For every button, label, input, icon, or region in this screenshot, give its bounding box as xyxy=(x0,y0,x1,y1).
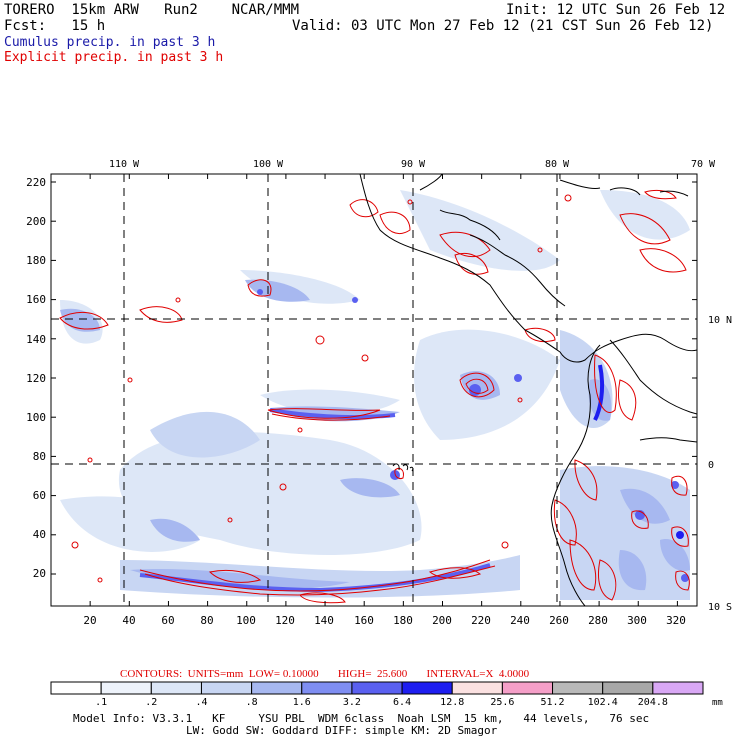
legend-label: .1 xyxy=(95,697,107,708)
map-frame xyxy=(50,173,698,607)
legend-swatch xyxy=(652,681,704,695)
legend-swatch xyxy=(251,681,303,695)
init-time: Init: 12 UTC Sun 26 Feb 12 xyxy=(506,2,726,18)
x-tick-label: 320 xyxy=(666,614,686,627)
forecast-hour: Fcst: 15 h xyxy=(4,18,106,34)
y-tick-labels: 220 200 180 160 140 120 100 80 60 40 20 xyxy=(26,176,46,580)
lon-label: 100 W xyxy=(253,159,284,170)
x-tick-label: 140 xyxy=(314,614,334,627)
x-tick-label: 280 xyxy=(588,614,608,627)
lon-label: 80 W xyxy=(545,159,570,170)
precip-color-bar: .1 .2 .4 .8 1.6 3.2 6.4 12.8 25.6 51.2 102.4 204.8 xyxy=(50,681,704,708)
x-tick-label: 200 xyxy=(432,614,452,627)
lat-lon-grid xyxy=(51,174,697,606)
y-tick-label: 20 xyxy=(33,567,46,580)
latitude-labels: 10 N 0 10 S xyxy=(708,315,732,613)
lat-label: 10 S xyxy=(708,602,732,613)
legend-label: 204.8 xyxy=(638,697,668,708)
legend-label: .8 xyxy=(246,697,258,708)
legend-label: 25.6 xyxy=(490,697,514,708)
y-tick-label: 100 xyxy=(26,411,46,424)
legend-label: 12.8 xyxy=(440,697,464,708)
legend-swatch xyxy=(552,681,604,695)
x-tick-label: 100 xyxy=(236,614,256,627)
legend-label: 102.4 xyxy=(588,697,618,708)
legend-label: .2 xyxy=(145,697,157,708)
axis-ticks xyxy=(50,174,697,606)
y-tick-label: 160 xyxy=(26,293,46,306)
cumulus-shading xyxy=(60,190,690,600)
x-tick-label: 300 xyxy=(627,614,647,627)
y-tick-label: 120 xyxy=(26,372,46,385)
longitude-labels: 110 W 100 W 90 W 80 W 70 W xyxy=(109,159,716,170)
legend-swatch xyxy=(200,681,253,695)
legend-swatch xyxy=(351,681,403,695)
lon-label: 90 W xyxy=(401,159,426,170)
lat-label: 10 N xyxy=(708,315,732,326)
x-tick-label: 120 xyxy=(275,614,295,627)
lon-label: 110 W xyxy=(109,159,140,170)
contour-info: CONTOURS: UNITS=mm LOW= 0.10000 HIGH= 25… xyxy=(120,668,530,680)
legend-label: 3.2 xyxy=(343,697,361,708)
legend-swatch xyxy=(401,681,453,695)
x-tick-labels: 20 40 60 80 100 120 140 160 180 200 220 … xyxy=(83,614,686,627)
y-tick-label: 60 xyxy=(33,489,46,502)
legend-units: mm xyxy=(712,698,723,708)
legend-swatch xyxy=(301,681,353,695)
model-info-line2: LW: Godd SW: Goddard DIFF: simple KM: 2D… xyxy=(186,724,498,737)
explicit-field-label: Explicit precip. in past 3 h xyxy=(4,50,224,65)
x-tick-label: 220 xyxy=(471,614,491,627)
legend-label: 51.2 xyxy=(540,697,564,708)
legend-swatch xyxy=(602,681,654,695)
legend-label: 1.6 xyxy=(293,697,311,708)
y-tick-label: 220 xyxy=(26,176,46,189)
legend-swatch xyxy=(150,681,202,695)
x-tick-label: 240 xyxy=(510,614,530,627)
model-info-line1: Model Info: V3.3.1 KF YSU PBL WDM 6class… xyxy=(73,712,650,725)
x-tick-label: 60 xyxy=(161,614,174,627)
x-tick-label: 180 xyxy=(393,614,413,627)
legend-label: .4 xyxy=(195,697,207,708)
legend-label: 6.4 xyxy=(393,697,411,708)
x-tick-label: 20 xyxy=(83,614,96,627)
x-tick-label: 260 xyxy=(549,614,569,627)
coastlines xyxy=(359,174,697,606)
valid-time: Valid: 03 UTC Mon 27 Feb 12 (21 CST Sun … xyxy=(292,18,714,34)
y-tick-label: 80 xyxy=(33,450,46,463)
y-tick-label: 200 xyxy=(26,215,46,228)
legend-swatch xyxy=(100,681,152,695)
cumulus-field-label: Cumulus precip. in past 3 h xyxy=(4,35,216,50)
x-tick-label: 160 xyxy=(354,614,374,627)
x-tick-label: 80 xyxy=(200,614,213,627)
y-tick-label: 180 xyxy=(26,254,46,267)
y-tick-label: 140 xyxy=(26,333,46,346)
lat-label: 0 xyxy=(708,460,714,471)
legend-swatch xyxy=(451,681,503,695)
lon-label: 70 W xyxy=(691,159,716,170)
model-title: TORERO 15km ARW Run2 NCAR/MMM xyxy=(4,2,300,18)
legend-swatch xyxy=(50,681,102,695)
legend-swatch xyxy=(501,681,554,695)
x-tick-label: 40 xyxy=(122,614,135,627)
y-tick-label: 40 xyxy=(33,528,46,541)
